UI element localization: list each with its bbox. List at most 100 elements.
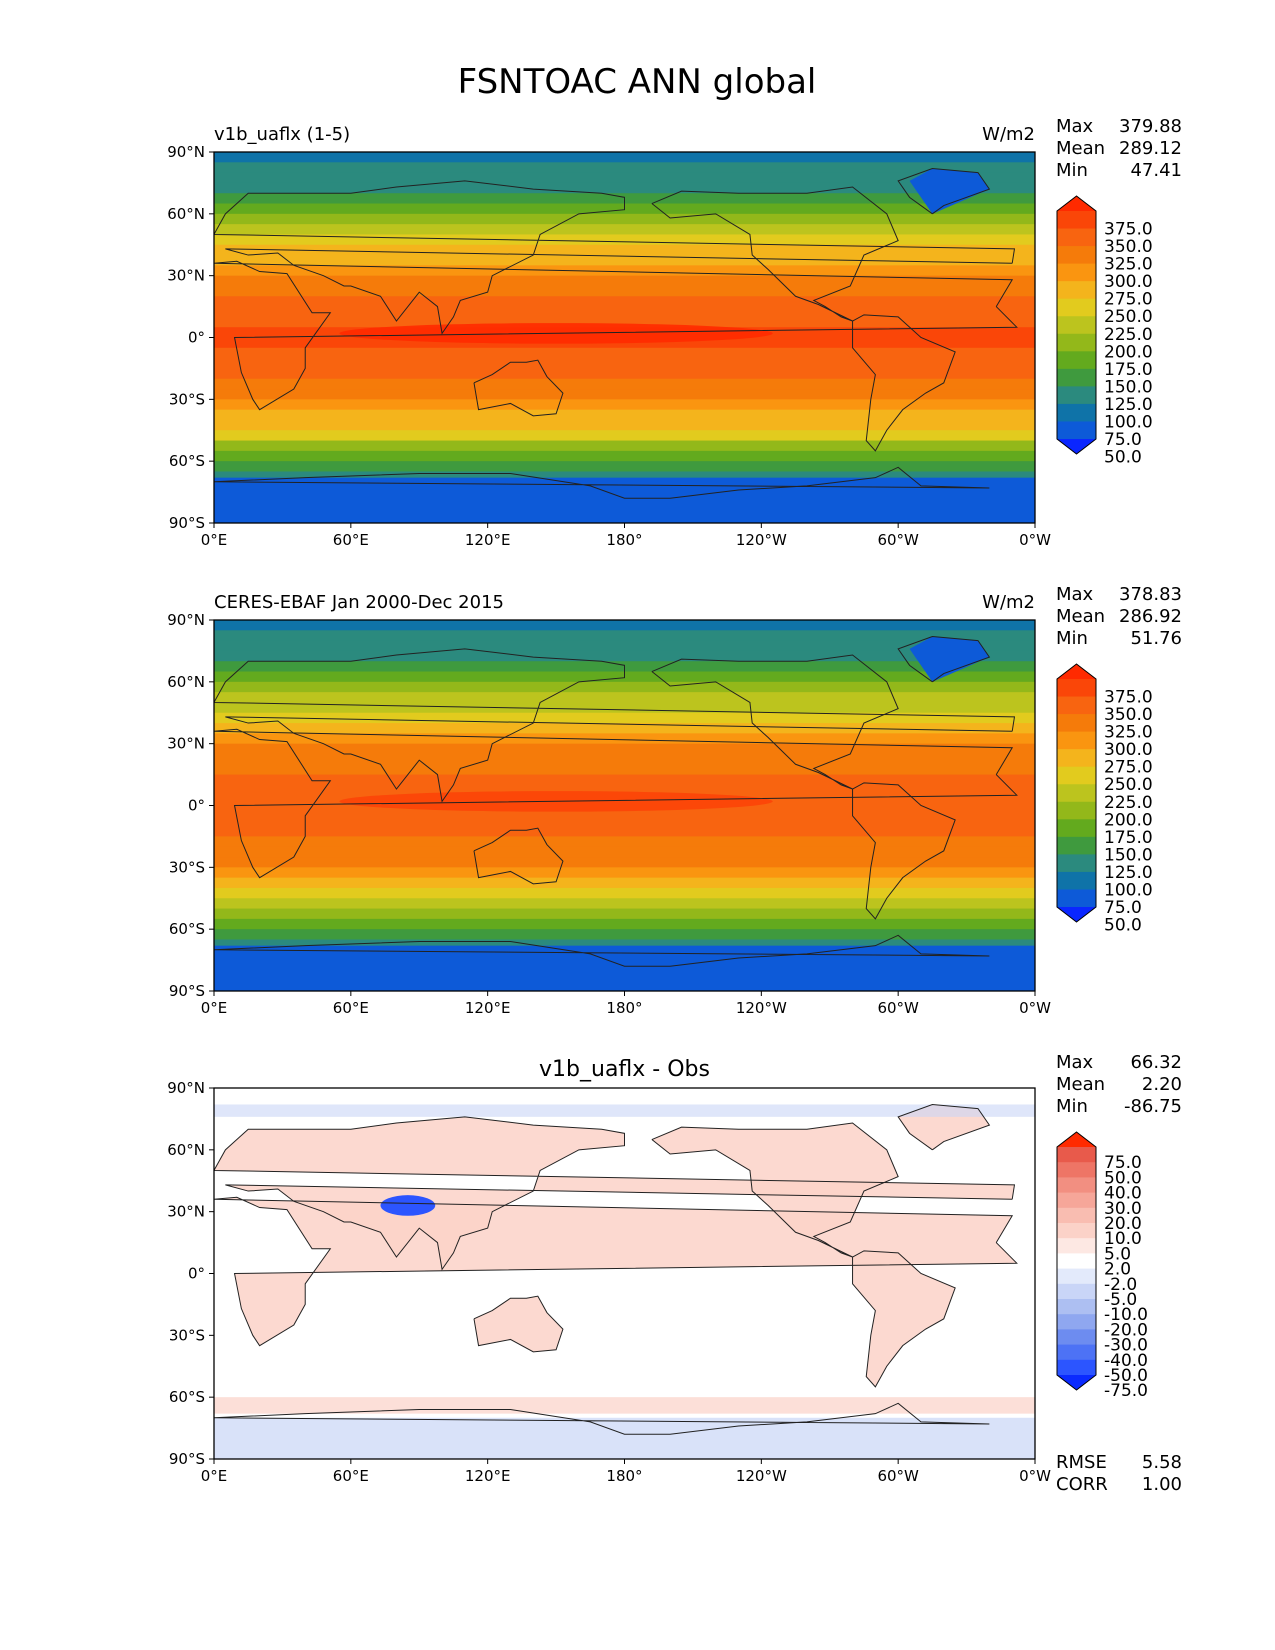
panel-title: CERES-EBAF Jan 2000-Dec 2015 <box>214 592 504 613</box>
map-field <box>214 152 1035 523</box>
antarctic-band <box>214 477 1035 523</box>
colorbar-segment <box>1057 871 1096 890</box>
colorbar-segment <box>1057 1329 1096 1346</box>
x-tick-label: 120°E <box>465 1467 511 1485</box>
colorbar-outline <box>1056 195 1097 455</box>
colorbar-segment <box>1057 1344 1096 1361</box>
colorbar: 375.0350.0325.0300.0275.0250.0225.0200.0… <box>1056 195 1153 468</box>
colorbar-segment <box>1057 1147 1096 1163</box>
coastline <box>214 1116 1016 1271</box>
land-anomaly <box>473 1296 563 1352</box>
panel-title: v1b_uaflx (1-5) <box>214 124 350 145</box>
colorbar-label: 150.0 <box>1104 845 1153 865</box>
y-tick-label: 60°N <box>167 673 205 691</box>
coastline <box>214 1402 990 1435</box>
map-panel-3: 90°N 60°N 30°N 0° 30°S 60°S 90°S0°E 60°E 120°E 18… <box>167 1052 1182 1495</box>
y-tick-label: 30°S <box>169 858 205 876</box>
lat-band <box>214 877 1035 889</box>
lat-band <box>214 172 1035 184</box>
colorbar-segment <box>1057 1283 1096 1300</box>
lat-band <box>214 939 1035 951</box>
lat-band <box>214 419 1035 431</box>
colorbar-label: -50.0 <box>1104 1366 1148 1386</box>
colorbar-label: 375.0 <box>1104 688 1153 708</box>
lat-band <box>214 316 1035 328</box>
stat-label: Min <box>1056 628 1088 649</box>
stat-label: Max <box>1056 1052 1094 1073</box>
lat-band <box>214 918 1035 930</box>
footer-stat-value: 5.58 <box>1142 1452 1182 1473</box>
lat-band <box>214 213 1035 225</box>
lat-band <box>214 836 1035 848</box>
colorbar-extend-max <box>1057 1132 1096 1147</box>
coastline <box>214 1196 1018 1347</box>
y-tick-label: 0° <box>188 1265 205 1283</box>
figure-title: FSNTOAC ANN global <box>458 62 817 102</box>
coastline <box>214 648 1016 803</box>
stat-value: 47.41 <box>1130 160 1182 181</box>
x-tick-label: 180° <box>606 999 642 1017</box>
coastline <box>897 635 991 683</box>
lat-band <box>214 234 1035 246</box>
lat-band <box>214 650 1035 662</box>
colorbar-segment <box>1057 854 1096 873</box>
y-tick-label: 60°S <box>169 920 205 938</box>
colorbar-segment <box>1057 801 1096 820</box>
coastline <box>897 1103 991 1151</box>
x-tick-label: 0°E <box>201 999 228 1017</box>
colorbar-segment <box>1057 1207 1096 1224</box>
colorbar-segment <box>1057 889 1096 908</box>
lat-band <box>214 275 1035 287</box>
coastline <box>214 728 1018 879</box>
antarctic-band <box>214 945 1035 991</box>
colorbar-extend-min <box>1057 907 1096 922</box>
lat-band <box>214 440 1035 452</box>
colorbar-segment <box>1057 1238 1096 1254</box>
colorbar-segment <box>1057 298 1096 317</box>
lat-band <box>214 409 1035 421</box>
x-tick-label: 0°E <box>201 531 228 549</box>
units-label: W/m2 <box>982 592 1035 613</box>
land-anomaly <box>214 1116 1015 1270</box>
colorbar-label: -75.0 <box>1104 1381 1148 1401</box>
coastline <box>852 1250 956 1388</box>
lat-band <box>214 867 1035 879</box>
colorbar-label: 300.0 <box>1104 740 1153 760</box>
colorbar-segment <box>1057 1162 1096 1178</box>
lat-band <box>214 620 1035 631</box>
stat-label: Max <box>1056 584 1094 605</box>
x-tick-label: 0°E <box>201 1467 228 1485</box>
lat-band <box>214 692 1035 704</box>
x-tick-label: 120°W <box>736 999 787 1017</box>
colorbar-label: 75.0 <box>1104 898 1142 918</box>
x-tick-label: 0°W <box>1019 999 1051 1017</box>
y-tick-label: 90°N <box>167 143 205 161</box>
stat-value: 379.88 <box>1119 116 1182 137</box>
colorbar-label: -40.0 <box>1104 1351 1148 1371</box>
greenland-patch <box>909 168 990 214</box>
colorbar-label: 50.0 <box>1104 448 1142 468</box>
stat-value: 2.20 <box>1142 1074 1182 1095</box>
lat-band <box>214 753 1035 765</box>
stat-label: Mean <box>1056 138 1105 159</box>
coastline <box>214 180 1016 335</box>
colorbar-label: 5.0 <box>1104 1244 1131 1264</box>
colorbar-segment <box>1057 1314 1096 1330</box>
colorbar-label: 175.0 <box>1104 360 1153 380</box>
colorbar-label: 100.0 <box>1104 412 1153 432</box>
x-tick-label: 60°E <box>333 999 369 1017</box>
colorbar-label: 10.0 <box>1104 1229 1142 1249</box>
y-tick-label: 90°S <box>169 514 205 532</box>
colorbar-segment <box>1057 766 1096 785</box>
coastline <box>473 359 564 417</box>
colorbar-segment <box>1057 351 1096 370</box>
lat-band <box>214 430 1035 442</box>
colorbar-label: 50.0 <box>1104 1168 1142 1188</box>
lat-band <box>214 358 1035 370</box>
colorbar-segment <box>1057 1299 1096 1315</box>
lat-band <box>214 389 1035 400</box>
colorbar-label: 175.0 <box>1104 828 1153 848</box>
y-tick-label: 90°N <box>167 1079 205 1097</box>
colorbar-label: 150.0 <box>1104 377 1153 397</box>
lat-band <box>214 681 1035 693</box>
